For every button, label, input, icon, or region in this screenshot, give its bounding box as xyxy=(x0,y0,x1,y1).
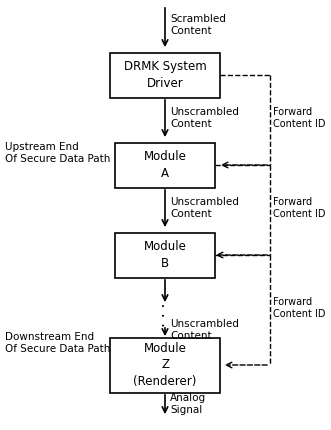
Bar xyxy=(115,142,215,187)
Text: Forward
Content ID: Forward Content ID xyxy=(273,197,325,219)
Text: Module
B: Module B xyxy=(144,240,186,270)
Text: Upstream End
Of Secure Data Path: Upstream End Of Secure Data Path xyxy=(5,142,110,164)
Bar xyxy=(115,233,215,277)
Text: Unscrambled
Content: Unscrambled Content xyxy=(170,319,239,341)
Text: Module
Z
(Renderer): Module Z (Renderer) xyxy=(133,341,197,388)
Text: Module
A: Module A xyxy=(144,150,186,180)
Text: Forward
Content ID: Forward Content ID xyxy=(273,297,325,319)
Text: Downstream End
Of Secure Data Path: Downstream End Of Secure Data Path xyxy=(5,332,110,354)
Text: Forward
Content ID: Forward Content ID xyxy=(273,107,325,129)
Text: Unscrambled
Content: Unscrambled Content xyxy=(170,107,239,129)
Text: Analog
Signal: Analog Signal xyxy=(170,393,206,415)
Text: DRMK System
Driver: DRMK System Driver xyxy=(123,60,206,90)
Bar xyxy=(110,52,220,98)
Text: · · ·: · · · xyxy=(158,303,172,327)
Bar xyxy=(110,338,220,393)
Text: Unscrambled
Content: Unscrambled Content xyxy=(170,197,239,219)
Text: Scrambled
Content: Scrambled Content xyxy=(170,14,226,36)
